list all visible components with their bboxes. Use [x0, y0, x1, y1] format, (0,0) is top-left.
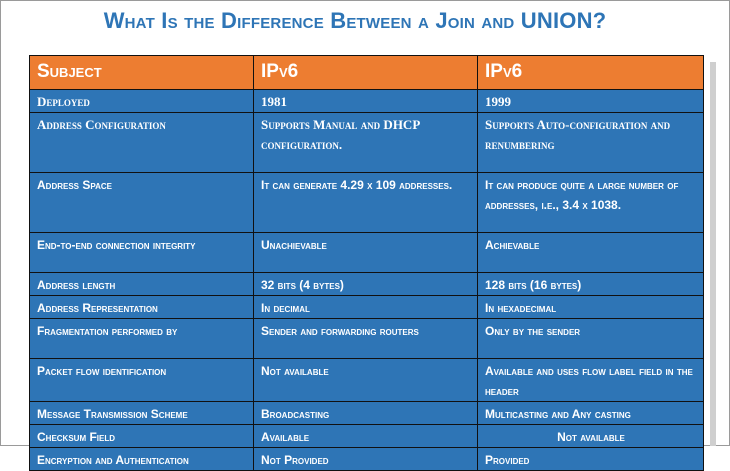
header-row: Subject IPv6 IPv6: [29, 55, 704, 90]
row-label: Deployed: [29, 89, 254, 113]
cell-value: Supports Auto-configuration and renumber…: [477, 112, 704, 173]
table-row: End-to-end connection integrity Unachiev…: [29, 232, 704, 273]
table-row: Deployed 1981 1999: [29, 89, 704, 113]
cell-value: Not Provided: [253, 447, 478, 471]
cell-value: 128 bits (16 bytes): [477, 272, 704, 296]
row-label: Address Space: [29, 172, 254, 233]
row-label: Packet flow identification: [29, 358, 254, 402]
cell-value: Available: [253, 424, 478, 448]
cell-value: Multicasting and Any casting: [477, 401, 704, 425]
cell-value: Provided: [477, 447, 704, 471]
cell-value: 32 bits (4 bytes): [253, 272, 478, 296]
cell-value: Supports Manual and DHCP configuration.: [253, 112, 478, 173]
cell-value: Available and uses flow label field in t…: [477, 358, 704, 402]
page-title: What Is the Difference Between a Join an…: [103, 8, 607, 33]
table-shadow: [710, 62, 716, 446]
cell-value: In decimal: [253, 295, 478, 319]
row-label: Address Representation: [29, 295, 254, 319]
cell-value: Sender and forwarding routers: [253, 318, 478, 359]
cell-value: Achievable: [477, 232, 704, 273]
table-row: Packet flow identification Not available…: [29, 358, 704, 402]
table-row: Encryption and Authentication Not Provid…: [29, 447, 704, 471]
cell-value: 1999: [477, 89, 704, 113]
cell-value: Unachievable: [253, 232, 478, 273]
cell-value: Not available: [253, 358, 478, 402]
row-label: Encryption and Authentication: [29, 447, 254, 471]
row-label: Message Transmission Scheme: [29, 401, 254, 425]
row-label: Address Configuration: [29, 112, 254, 173]
table-row: Address Configuration Supports Manual an…: [29, 112, 704, 173]
header-col-3: IPv6: [477, 55, 704, 90]
table-row: Checksum Field Available Not available: [29, 424, 704, 448]
header-col-2: IPv6: [253, 55, 478, 90]
row-label: End-to-end connection integrity: [29, 232, 254, 273]
comparison-table: Subject IPv6 IPv6 Deployed 1981 1999 Add…: [29, 55, 704, 471]
cell-value: In hexadecimal: [477, 295, 704, 319]
cell-value: Only by the sender: [477, 318, 704, 359]
cell-value: It can produce quite a large number of a…: [477, 172, 704, 233]
row-label: Fragmentation performed by: [29, 318, 254, 359]
table-row: Address Space It can generate 4.29 x 109…: [29, 172, 704, 233]
table-row: Fragmentation performed by Sender and fo…: [29, 318, 704, 359]
row-label: Address length: [29, 272, 254, 296]
cell-value: Broadcasting: [253, 401, 478, 425]
cell-value: Not available: [477, 424, 704, 448]
table-row: Address length 32 bits (4 bytes) 128 bit…: [29, 272, 704, 296]
table-row: Message Transmission Scheme Broadcasting…: [29, 401, 704, 425]
row-label: Checksum Field: [29, 424, 254, 448]
cell-value: It can generate 4.29 x 109 addresses.: [253, 172, 478, 233]
cell-value: 1981: [253, 89, 478, 113]
header-subject: Subject: [29, 55, 254, 90]
table-row: Address Representation In decimal In hex…: [29, 295, 704, 319]
